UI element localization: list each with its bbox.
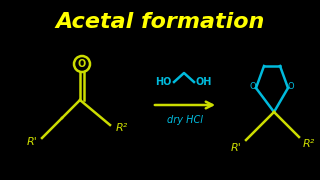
Text: R²: R² xyxy=(116,123,128,133)
Text: OH: OH xyxy=(196,77,212,87)
Text: R²: R² xyxy=(303,139,315,149)
Text: R': R' xyxy=(27,137,37,147)
Text: dry HCl: dry HCl xyxy=(167,115,203,125)
Text: O: O xyxy=(78,59,86,69)
Text: R': R' xyxy=(231,143,241,153)
Text: HO: HO xyxy=(155,77,171,87)
Text: O: O xyxy=(288,82,294,91)
Text: Acetal formation: Acetal formation xyxy=(55,12,265,32)
Text: O: O xyxy=(250,82,256,91)
